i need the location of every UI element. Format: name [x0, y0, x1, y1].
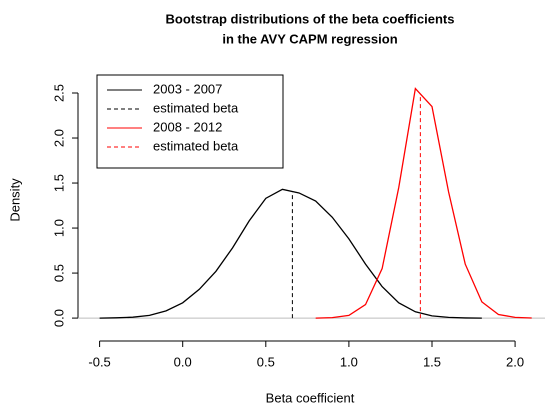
chart-title: Bootstrap distributions of the beta coef…	[166, 11, 455, 26]
legend-label: estimated beta	[153, 100, 239, 115]
density-line	[315, 87, 532, 319]
y-tick-label: 0.5	[51, 264, 66, 282]
y-tick-label: 2.0	[51, 129, 66, 147]
x-tick-label: 1.5	[423, 354, 441, 369]
y-tick-label: 1.5	[51, 174, 66, 192]
y-tick-label: 0.0	[51, 309, 66, 327]
x-axis-label: Beta coefficient	[266, 390, 355, 405]
legend-label: 2008 - 2012	[153, 119, 222, 134]
x-tick-label: -0.5	[88, 354, 110, 369]
legend-label: 2003 - 2007	[153, 81, 222, 96]
y-axis-label: Density	[7, 178, 22, 222]
legend-label: estimated beta	[153, 138, 239, 153]
chart-title: in the AVY CAPM regression	[222, 31, 397, 46]
y-tick-label: 1.0	[51, 219, 66, 237]
x-tick-label: 2.0	[506, 354, 524, 369]
density-line	[99, 188, 482, 319]
x-tick-label: 0.0	[174, 354, 192, 369]
x-tick-label: 1.0	[340, 354, 358, 369]
y-tick-label: 2.5	[51, 84, 66, 102]
x-tick-label: 0.5	[257, 354, 275, 369]
